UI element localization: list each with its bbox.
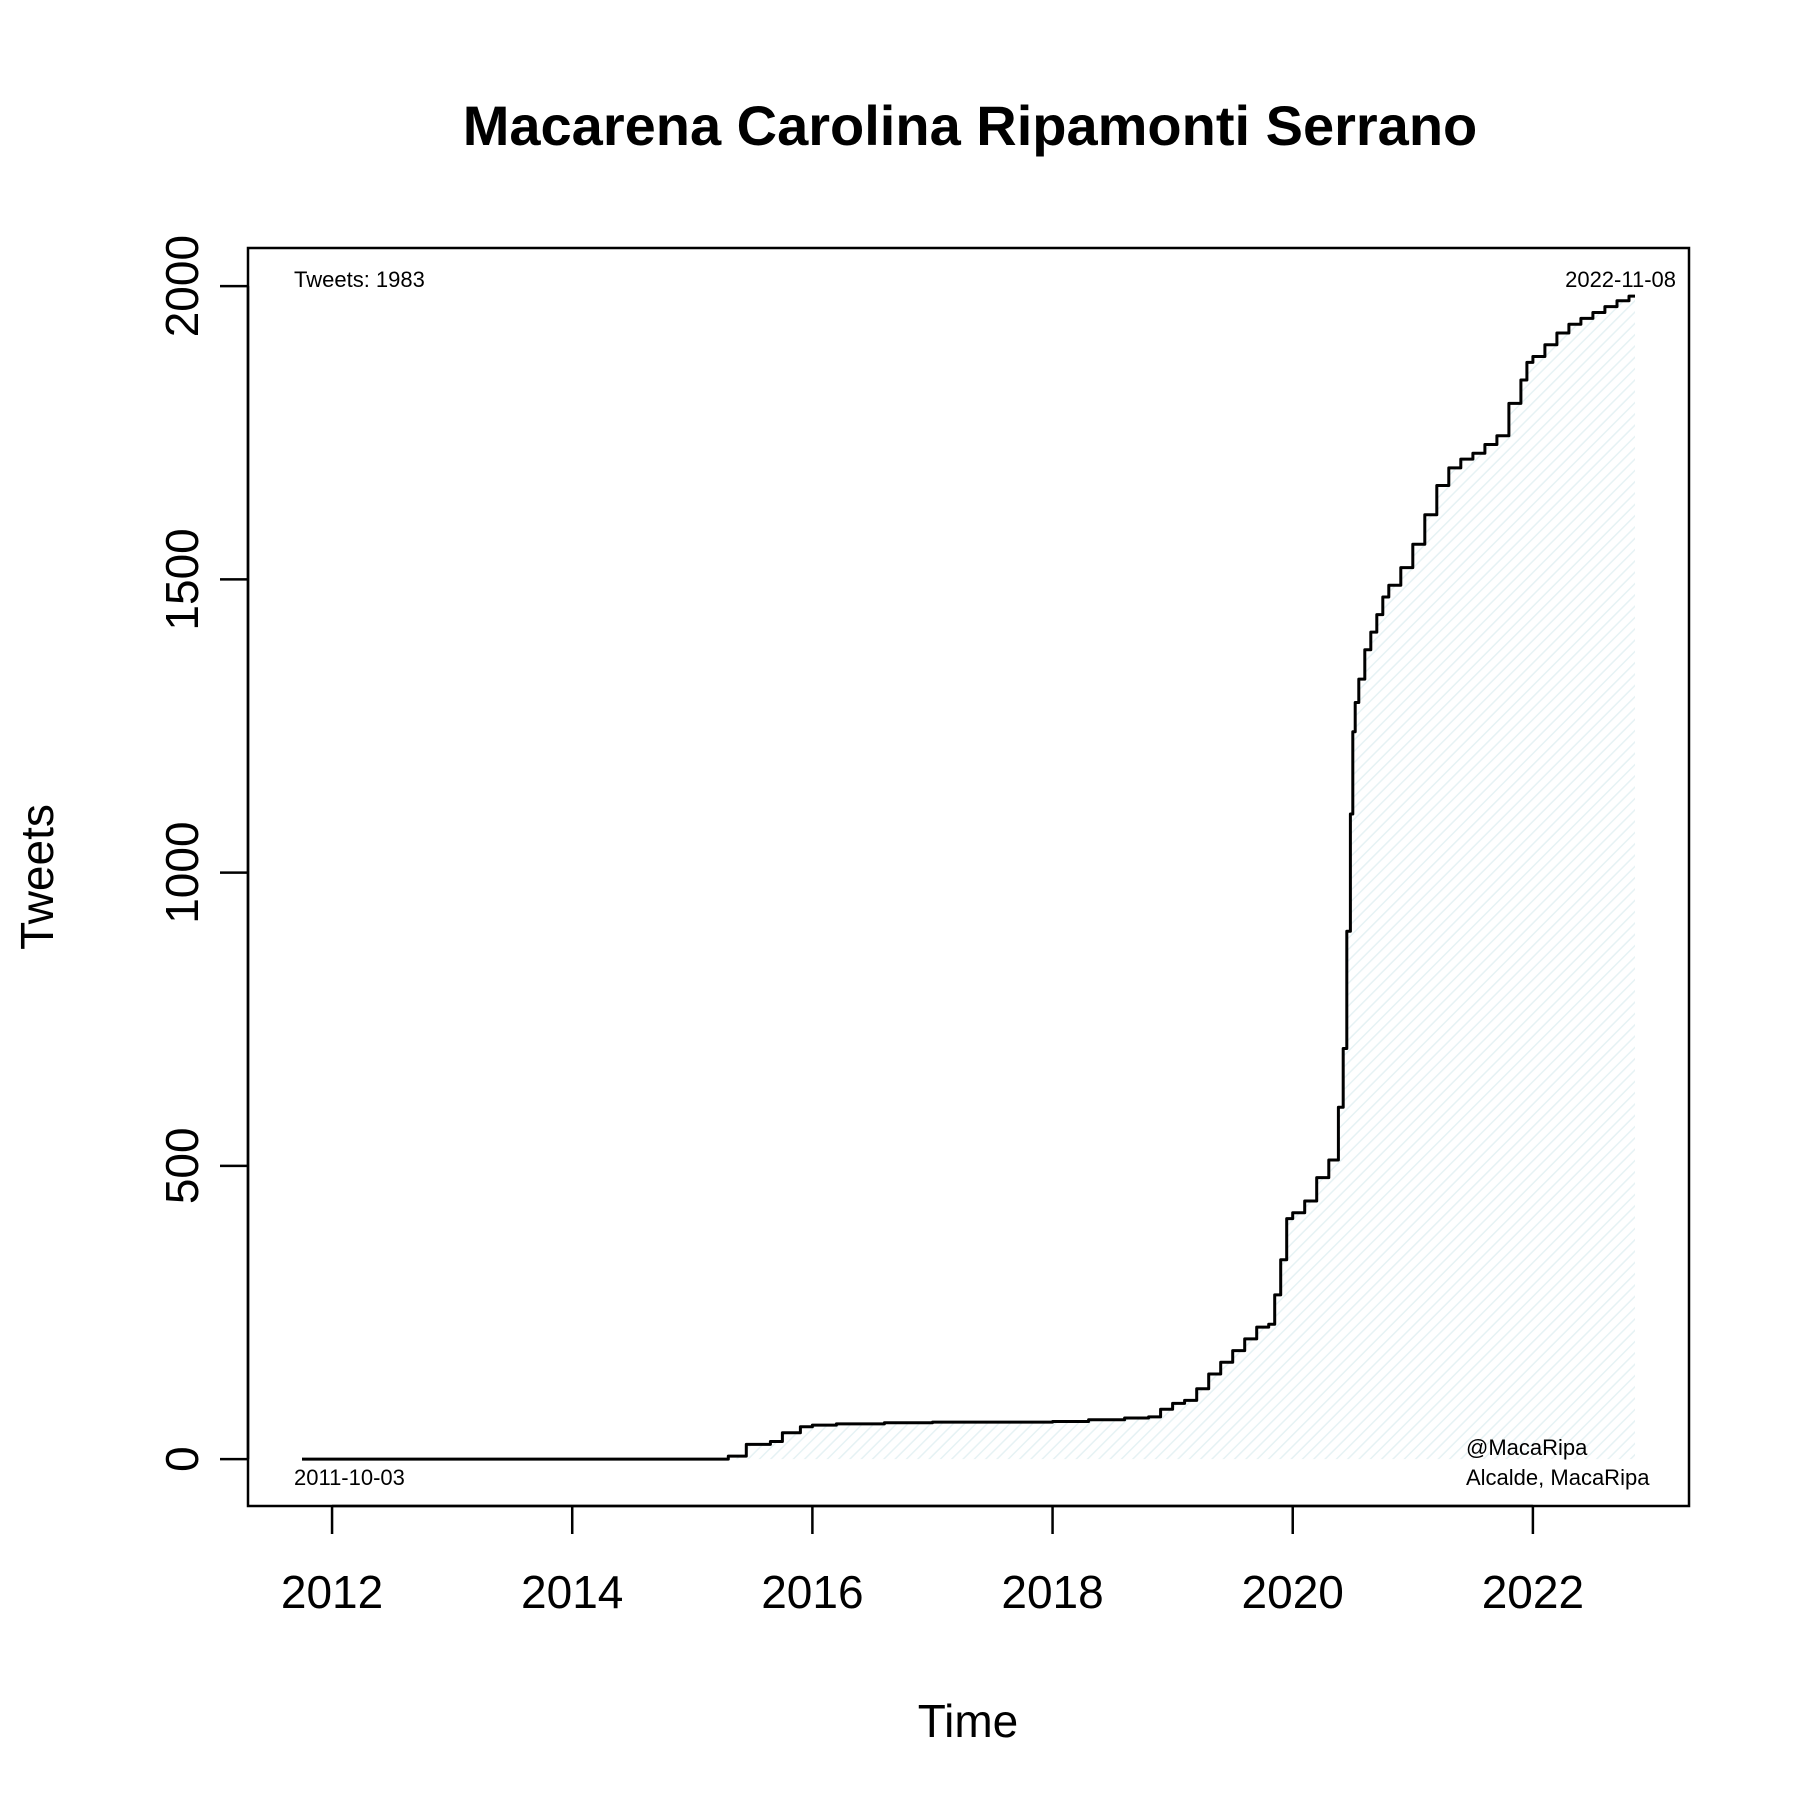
cumulative-tweets-area xyxy=(302,296,1635,1460)
x-tick-label: 2018 xyxy=(1001,1566,1103,1618)
cumulative-tweets-line xyxy=(302,294,1635,1461)
y-axis-title: Tweets xyxy=(11,804,63,950)
y-tick-label: 1500 xyxy=(156,528,208,630)
start-date-annotation: 2011-10-03 xyxy=(294,1465,405,1490)
description-annotation: Alcalde, MacaRipa xyxy=(1466,1465,1650,1490)
y-axis: 0 500 1000 1500 2000 xyxy=(156,235,250,1472)
plot-area xyxy=(302,294,1635,1461)
tweet-count-annotation: Tweets: 1983 xyxy=(294,267,425,292)
chart-title: Macarena Carolina Ripamonti Serrano xyxy=(463,94,1478,157)
y-tick-label: 500 xyxy=(156,1127,208,1204)
x-axis-title: Time xyxy=(918,1695,1019,1747)
end-date-annotation: 2022-11-08 xyxy=(1565,267,1676,292)
x-tick-label: 2016 xyxy=(761,1566,863,1618)
handle-annotation: @MacaRipa xyxy=(1466,1435,1588,1460)
x-tick-label: 2012 xyxy=(281,1566,383,1618)
x-tick-label: 2022 xyxy=(1482,1566,1584,1618)
x-axis: 2012 2014 2016 2018 2020 2022 xyxy=(281,1504,1584,1618)
x-tick-label: 2020 xyxy=(1242,1566,1344,1618)
y-tick-label: 0 xyxy=(156,1446,208,1472)
x-tick-label: 2014 xyxy=(521,1566,623,1618)
y-tick-label: 1000 xyxy=(156,821,208,923)
y-tick-label: 2000 xyxy=(156,235,208,337)
